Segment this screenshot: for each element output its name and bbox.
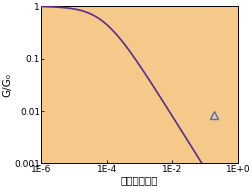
Y-axis label: G/G₀: G/G₀ (3, 73, 13, 97)
X-axis label: せん断ひずみ: せん断ひずみ (120, 175, 158, 185)
